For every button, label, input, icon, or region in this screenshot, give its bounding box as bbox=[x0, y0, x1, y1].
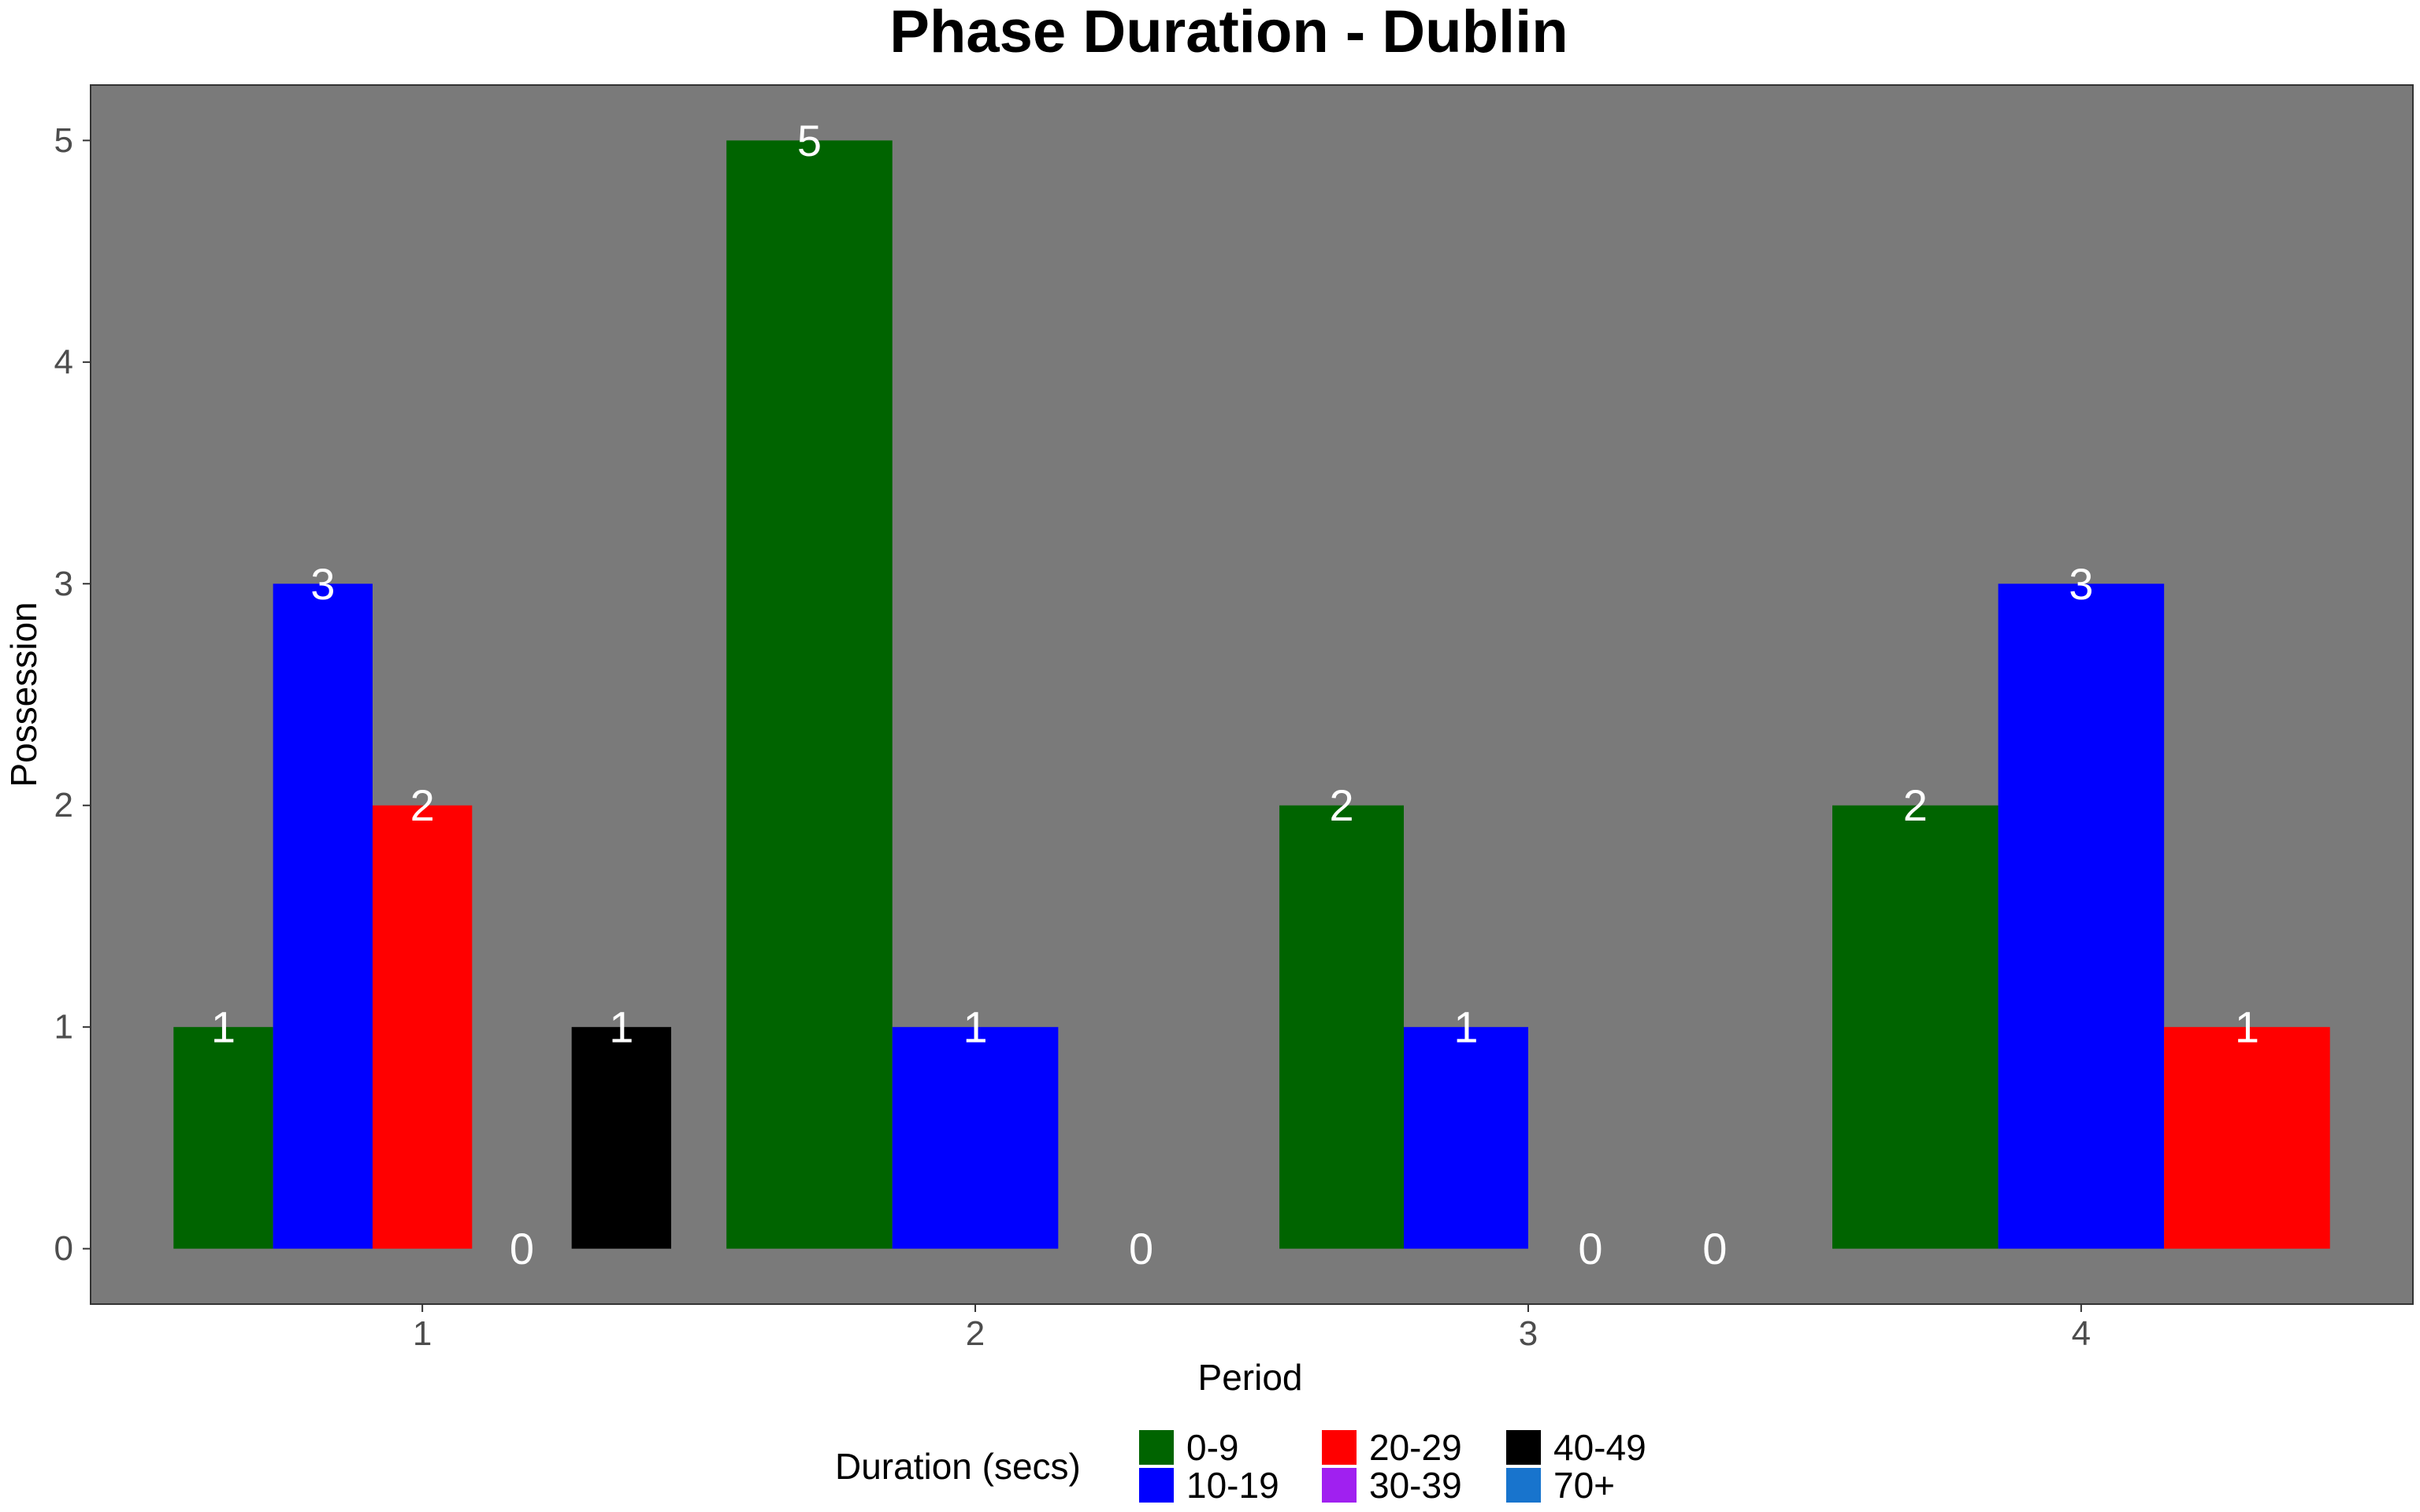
legend-key-10-19 bbox=[1139, 1468, 1174, 1503]
data-label-period-1-30-39: 0 bbox=[510, 1224, 534, 1273]
x-tick-label: 4 bbox=[2072, 1314, 2091, 1353]
x-tick-label: 3 bbox=[1519, 1314, 1538, 1353]
legend-key-40-49 bbox=[1506, 1430, 1541, 1465]
data-label-period-2-70+: 0 bbox=[1129, 1224, 1153, 1273]
x-axis: 1 2 3 4 bbox=[413, 1304, 2091, 1353]
data-label-period-3-30-39: 0 bbox=[1702, 1224, 1727, 1273]
chart-title: Phase Duration - Dublin bbox=[889, 0, 1568, 65]
bar-period-4-0-9 bbox=[1832, 805, 1999, 1249]
data-label-period-1-0-9: 1 bbox=[211, 1002, 236, 1052]
bar-period-1-0-9 bbox=[173, 1027, 273, 1249]
legend-label-30-39: 30-39 bbox=[1369, 1465, 1462, 1506]
bar-period-4-10-19 bbox=[1998, 584, 2165, 1249]
legend-label-0-9: 0-9 bbox=[1186, 1427, 1238, 1468]
x-axis-label: Period bbox=[1198, 1357, 1303, 1398]
data-label-period-1-10-19: 3 bbox=[310, 559, 335, 609]
legend-key-30-39 bbox=[1322, 1468, 1357, 1503]
bar-period-3-0-9 bbox=[1279, 805, 1405, 1249]
data-label-period-2-10-19: 1 bbox=[963, 1002, 987, 1052]
data-label-period-2-0-9: 5 bbox=[797, 116, 822, 165]
data-label-period-3-20-29: 0 bbox=[1578, 1224, 1602, 1273]
data-label-period-4-10-19: 3 bbox=[2069, 559, 2093, 609]
legend-label-40-49: 40-49 bbox=[1553, 1427, 1646, 1468]
bar-period-1-10-19 bbox=[273, 584, 373, 1249]
bar-period-2-0-9 bbox=[726, 140, 893, 1249]
y-tick-label: 0 bbox=[54, 1229, 73, 1268]
data-label-period-1-40-49: 1 bbox=[609, 1002, 633, 1052]
y-tick-label: 3 bbox=[54, 565, 73, 603]
legend-key-70+ bbox=[1506, 1468, 1541, 1503]
y-tick-label: 2 bbox=[54, 786, 73, 825]
y-tick-label: 1 bbox=[54, 1008, 73, 1047]
y-axis-label: Possession bbox=[3, 602, 44, 787]
bar-period-1-20-29 bbox=[372, 805, 473, 1249]
legend-title: Duration (secs) bbox=[835, 1446, 1081, 1487]
legend-label-70+: 70+ bbox=[1553, 1465, 1615, 1506]
bar-period-2-10-19 bbox=[892, 1027, 1059, 1249]
data-label-period-4-20-29: 1 bbox=[2235, 1002, 2259, 1052]
legend-label-10-19: 10-19 bbox=[1186, 1465, 1279, 1506]
bar-period-4-20-29 bbox=[2164, 1027, 2330, 1249]
data-label-period-3-0-9: 2 bbox=[1329, 780, 1353, 830]
bars-layer bbox=[173, 140, 2330, 1249]
bar-labels-layer: 1 3 2 0 1 5 1 0 2 1 0 0 2 3 1 bbox=[211, 116, 2259, 1273]
y-tick-label: 4 bbox=[54, 343, 73, 381]
x-tick-label: 1 bbox=[413, 1314, 432, 1353]
bar-period-3-10-19 bbox=[1404, 1027, 1528, 1249]
data-label-period-4-0-9: 2 bbox=[1903, 780, 1928, 830]
y-axis: 0 1 2 3 4 5 bbox=[54, 121, 91, 1268]
bar-period-1-40-49 bbox=[571, 1027, 671, 1249]
data-label-period-1-20-29: 2 bbox=[410, 780, 435, 830]
legend-key-0-9 bbox=[1139, 1430, 1174, 1465]
y-tick-label: 5 bbox=[54, 121, 73, 160]
data-label-period-3-10-19: 1 bbox=[1453, 1002, 1478, 1052]
x-tick-label: 2 bbox=[966, 1314, 985, 1353]
legend-label-20-29: 20-29 bbox=[1369, 1427, 1462, 1468]
legend-key-20-29 bbox=[1322, 1430, 1357, 1465]
